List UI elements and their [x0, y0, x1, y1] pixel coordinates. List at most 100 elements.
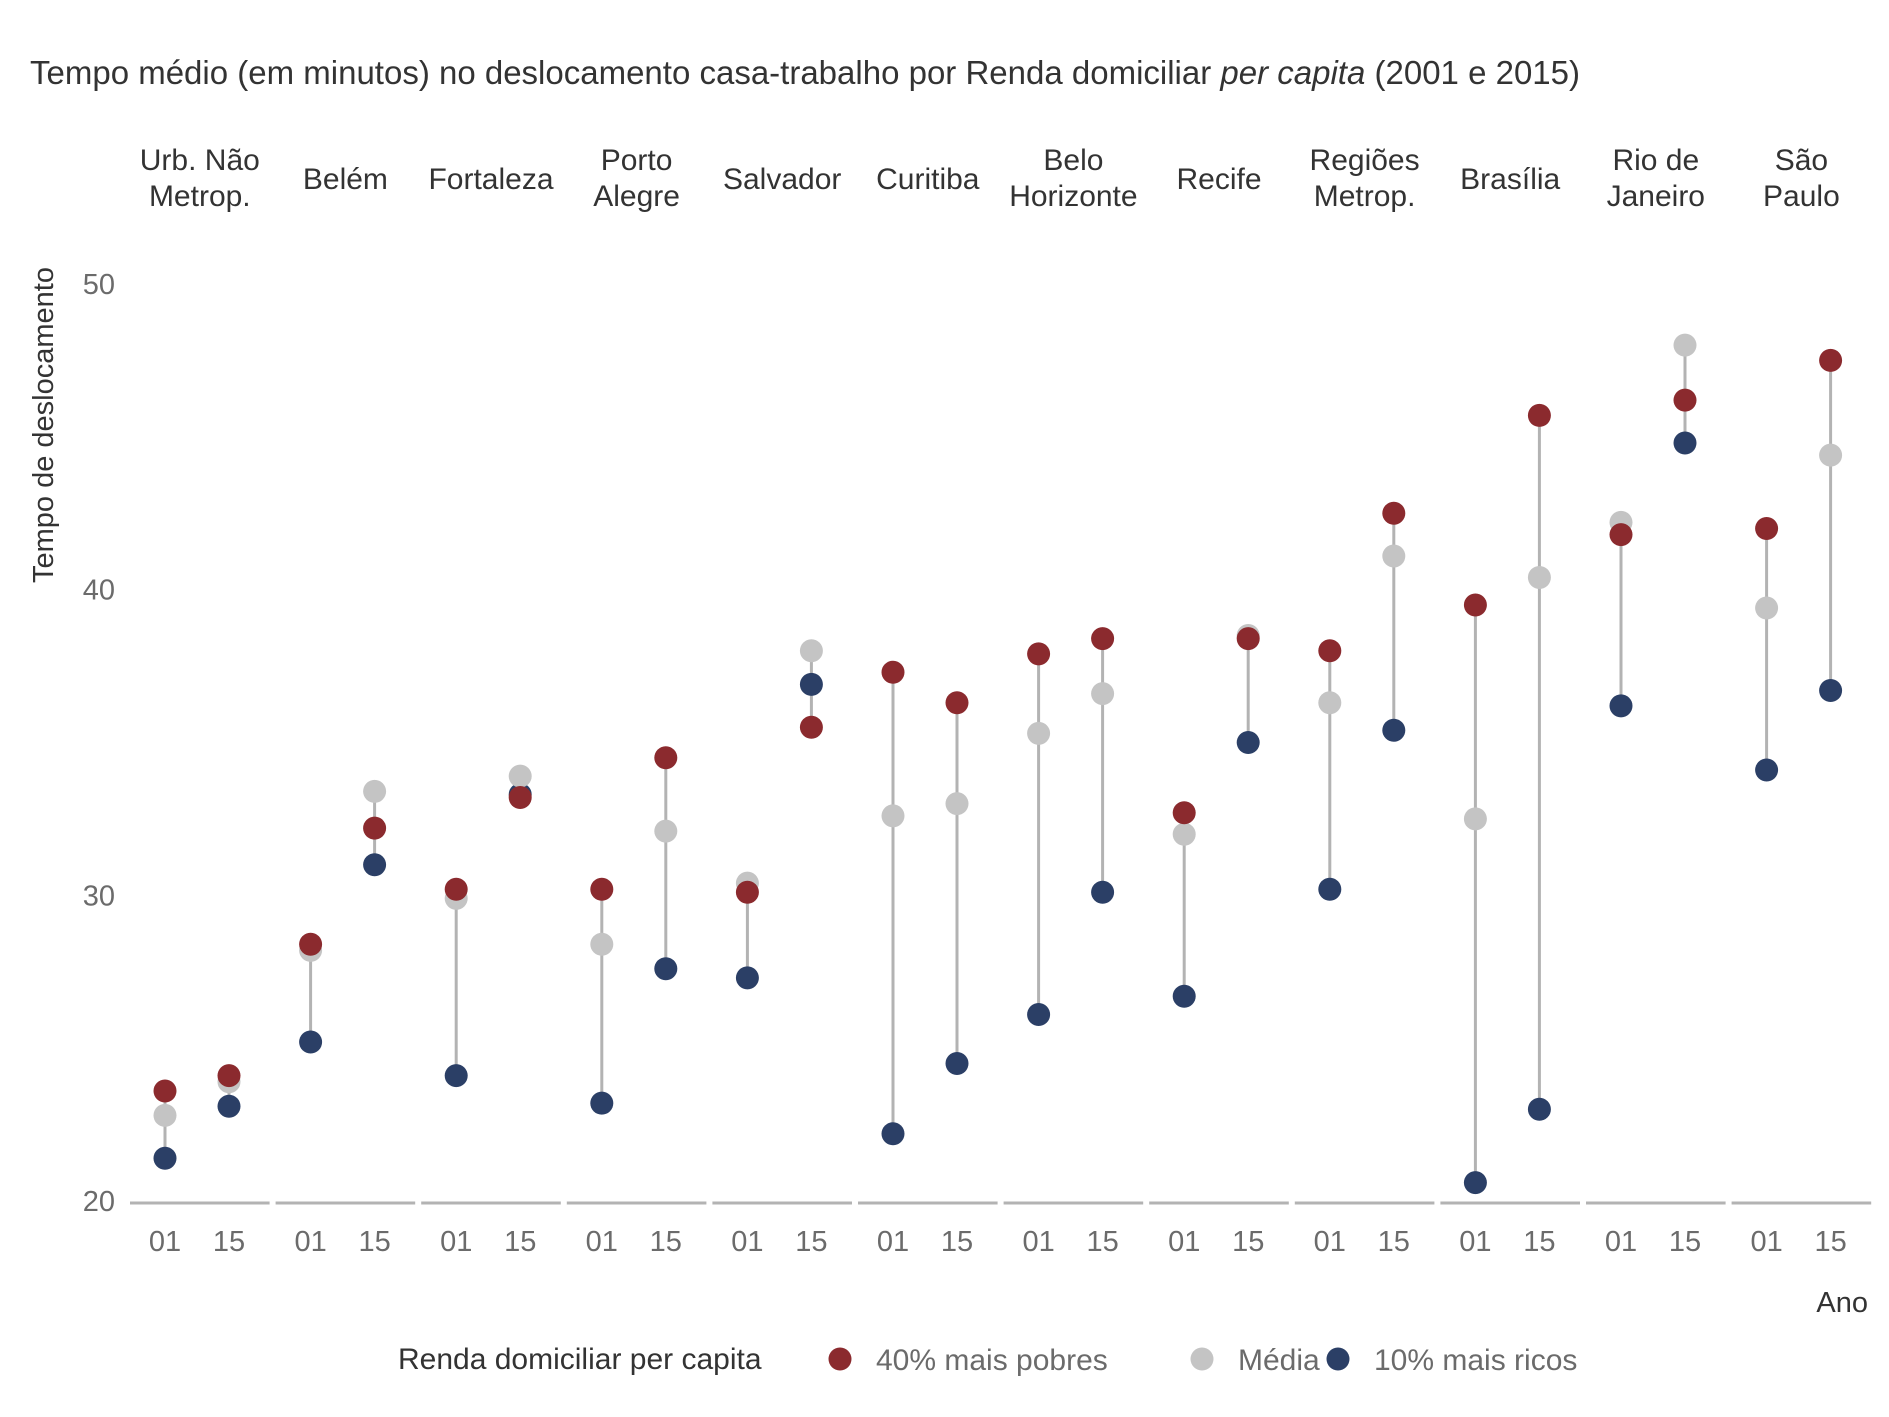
- x-tick-label: 15: [1378, 1226, 1410, 1258]
- point-poor: [799, 715, 823, 739]
- point-avg: [1027, 721, 1051, 745]
- x-tick-label: 15: [1232, 1226, 1264, 1258]
- x-axis-label: Ano: [1816, 1287, 1868, 1319]
- chart-title: Tempo médio (em minutos) no deslocamento…: [30, 54, 1580, 91]
- point-poor: [1382, 501, 1406, 525]
- legend-key-poor: [828, 1347, 852, 1371]
- panel: Belém 01 15: [275, 163, 416, 1258]
- x-tick-label: 15: [941, 1226, 973, 1258]
- point-poor: [1609, 523, 1633, 547]
- point-rich: [153, 1146, 177, 1170]
- x-tick-label: 01: [731, 1226, 763, 1258]
- point-avg: [1318, 691, 1342, 715]
- panel: Brasília 01 15: [1440, 163, 1580, 1258]
- x-tick-label: 01: [1022, 1226, 1054, 1258]
- point-rich: [735, 966, 759, 990]
- point-poor: [1527, 403, 1551, 427]
- legend-label: Média: [1238, 1344, 1320, 1377]
- point-avg: [1463, 807, 1487, 831]
- legend-key-avg: [1190, 1347, 1214, 1371]
- x-tick-label: 15: [504, 1226, 536, 1258]
- panel-label: Rio de: [1612, 144, 1699, 177]
- point-avg: [799, 639, 823, 663]
- y-tick-label: 50: [83, 269, 115, 301]
- panel-label: Urb. Não: [140, 144, 260, 177]
- point-poor: [217, 1064, 241, 1088]
- panel-label: Janeiro: [1607, 180, 1705, 213]
- x-tick-label: 01: [294, 1226, 326, 1258]
- y-tick-label: 40: [83, 575, 115, 607]
- x-tick-label: 01: [1605, 1226, 1637, 1258]
- panel-label: Metrop.: [149, 180, 251, 213]
- point-avg: [1091, 682, 1115, 706]
- panel: Salvador 01 15: [712, 163, 852, 1258]
- x-tick-label: 15: [358, 1226, 390, 1258]
- point-poor: [153, 1079, 177, 1103]
- panel-label: Salvador: [723, 163, 841, 196]
- panel-label: Recife: [1176, 163, 1261, 196]
- panel: Fortaleza 01 15: [421, 163, 561, 1258]
- point-avg: [1172, 822, 1196, 846]
- x-tick-label: 15: [1814, 1226, 1846, 1258]
- point-rich: [444, 1064, 468, 1088]
- y-axis: 20 30 40 50: [83, 269, 115, 1218]
- point-rich: [1673, 431, 1697, 455]
- point-rich: [881, 1122, 905, 1146]
- panel-label: Alegre: [593, 180, 680, 213]
- x-tick-label: 15: [1523, 1226, 1555, 1258]
- point-avg: [590, 932, 614, 956]
- point-rich: [945, 1051, 969, 1075]
- point-avg: [1527, 565, 1551, 589]
- point-avg: [654, 819, 678, 843]
- point-rich: [654, 957, 678, 981]
- point-poor: [590, 877, 614, 901]
- point-rich: [799, 672, 823, 696]
- point-rich: [1382, 718, 1406, 742]
- legend-entries: 40% mais pobres Média 10% mais ricos: [828, 1344, 1577, 1377]
- point-avg: [1673, 333, 1697, 357]
- legend-label: 40% mais pobres: [876, 1344, 1108, 1377]
- point-poor: [1172, 801, 1196, 825]
- y-axis-label: Tempo de deslocamento: [28, 267, 60, 583]
- x-tick-label: 15: [1086, 1226, 1118, 1258]
- panel-label: Metrop.: [1314, 180, 1416, 213]
- point-poor: [444, 877, 468, 901]
- point-avg: [1382, 544, 1406, 568]
- x-tick-label: 01: [1750, 1226, 1782, 1258]
- panel-label: Regiões: [1310, 144, 1420, 177]
- x-tick-label: 15: [795, 1226, 827, 1258]
- legend-key-rich: [1326, 1347, 1350, 1371]
- panel-label: Brasília: [1460, 163, 1560, 196]
- point-poor: [299, 932, 323, 956]
- point-rich: [363, 853, 387, 877]
- point-rich: [590, 1091, 614, 1115]
- point-rich: [1819, 679, 1843, 703]
- point-poor: [1091, 627, 1115, 651]
- point-rich: [1091, 880, 1115, 904]
- point-rich: [217, 1094, 241, 1118]
- point-poor: [1755, 517, 1779, 541]
- x-tick-label: 01: [149, 1226, 181, 1258]
- point-avg: [945, 792, 969, 816]
- panel-label: São: [1775, 144, 1828, 177]
- panel: Curitiba 01 15: [858, 163, 998, 1258]
- x-tick-label: 15: [650, 1226, 682, 1258]
- point-avg: [1819, 443, 1843, 467]
- panel-label: Paulo: [1763, 180, 1840, 213]
- chart-title-part-1: Tempo médio (em minutos) no deslocamento…: [30, 54, 1220, 91]
- y-tick-label: 30: [83, 880, 115, 912]
- point-poor: [654, 746, 678, 770]
- x-tick-label: 15: [1669, 1226, 1701, 1258]
- point-avg: [1755, 596, 1779, 620]
- point-poor: [1027, 642, 1051, 666]
- x-tick-label: 01: [440, 1226, 472, 1258]
- point-avg: [881, 804, 905, 828]
- point-rich: [1318, 877, 1342, 901]
- legend: Renda domiciliar per capita 40% mais pob…: [398, 1343, 1577, 1377]
- chart-title-part-3: (2001 e 2015): [1365, 54, 1580, 91]
- y-tick-label: 20: [83, 1186, 115, 1218]
